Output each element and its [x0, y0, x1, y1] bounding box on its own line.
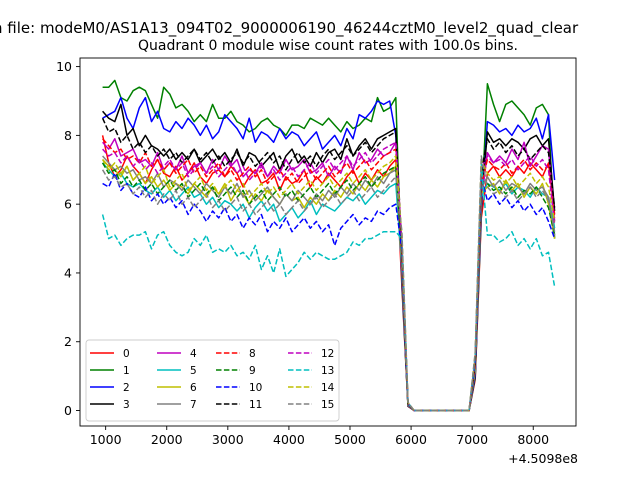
series-line-14	[101, 155, 556, 412]
x-tick-label: 5000	[334, 432, 366, 447]
legend-label-7: 7	[190, 399, 197, 411]
axes-title: Quadrant 0 module wise count rates with …	[138, 38, 518, 54]
legend-label-8: 8	[249, 348, 256, 360]
legend-label-10: 10	[249, 382, 262, 394]
axes-frame	[79, 57, 577, 427]
legend-label-14: 14	[321, 382, 335, 394]
y-tick-label: 2	[64, 334, 72, 349]
legend-label-9: 9	[249, 365, 256, 377]
legend-label-4: 4	[190, 348, 197, 360]
x-tick-label: 3000	[212, 432, 244, 447]
x-tick-label: 7000	[456, 432, 488, 447]
legend-label-11: 11	[249, 399, 262, 411]
x-tick-label: 2000	[151, 432, 183, 447]
y-tick-label: 8	[64, 128, 72, 143]
series-line-2	[102, 96, 556, 412]
series-line-12	[102, 141, 556, 412]
x-tick-label: 4000	[273, 432, 305, 447]
series-line-3	[102, 103, 556, 412]
x-tick-label: 6000	[395, 432, 427, 447]
legend-label-13: 13	[321, 365, 334, 377]
legend-label-15: 15	[321, 399, 334, 411]
y-tick-label: 0	[64, 403, 72, 418]
figure-suptitle: n file: modeM0/AS1A13_094T02_9000006190_…	[0, 19, 579, 38]
legend-label-12: 12	[321, 348, 334, 360]
legend-label-1: 1	[123, 365, 130, 377]
legend-label-2: 2	[123, 382, 130, 394]
x-tick-label: 8000	[517, 432, 549, 447]
x-tick-label: 1000	[90, 432, 122, 447]
x-offset-text: +4.5098e8	[508, 451, 578, 466]
legend-label-0: 0	[123, 348, 130, 360]
series-layer	[101, 79, 556, 412]
y-tick-label: 6	[64, 197, 72, 212]
series-line-11	[101, 117, 556, 412]
legend-label-6: 6	[190, 382, 197, 394]
series-line-1	[102, 79, 556, 412]
y-tick-label: 4	[64, 265, 72, 280]
legend-label-5: 5	[190, 365, 197, 377]
legend-box	[85, 339, 340, 422]
y-tick-label: 10	[56, 59, 72, 74]
series-line-8	[102, 138, 556, 412]
legend-label-3: 3	[123, 399, 130, 411]
series-line-15	[101, 155, 556, 412]
series-line-13	[101, 163, 556, 412]
